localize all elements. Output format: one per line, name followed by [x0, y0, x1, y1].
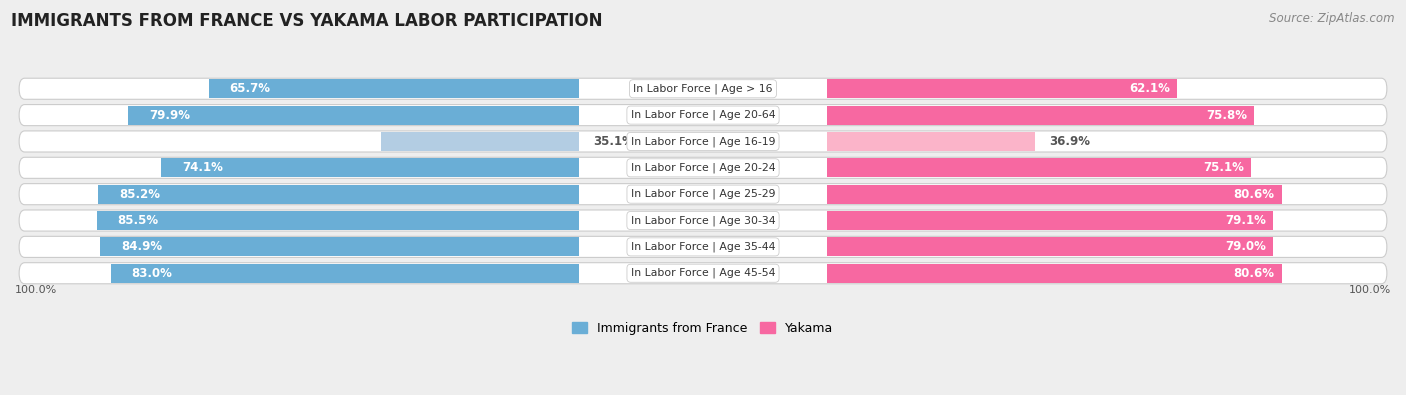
Bar: [827, 132, 1035, 151]
Bar: [100, 237, 579, 256]
Text: 100.0%: 100.0%: [15, 285, 58, 295]
Text: Source: ZipAtlas.com: Source: ZipAtlas.com: [1270, 12, 1395, 25]
Text: In Labor Force | Age > 16: In Labor Force | Age > 16: [633, 83, 773, 94]
Text: In Labor Force | Age 25-29: In Labor Force | Age 25-29: [631, 189, 775, 199]
Bar: [162, 158, 579, 177]
Text: 62.1%: 62.1%: [1129, 82, 1170, 95]
Bar: [827, 237, 1272, 256]
Bar: [381, 132, 579, 151]
Text: In Labor Force | Age 20-24: In Labor Force | Age 20-24: [631, 163, 775, 173]
Text: In Labor Force | Age 20-64: In Labor Force | Age 20-64: [631, 110, 775, 120]
Text: In Labor Force | Age 35-44: In Labor Force | Age 35-44: [631, 242, 775, 252]
FancyBboxPatch shape: [20, 78, 1386, 99]
Text: IMMIGRANTS FROM FRANCE VS YAKAMA LABOR PARTICIPATION: IMMIGRANTS FROM FRANCE VS YAKAMA LABOR P…: [11, 12, 603, 30]
Text: 75.8%: 75.8%: [1206, 109, 1247, 122]
FancyBboxPatch shape: [20, 131, 1386, 152]
Text: 75.1%: 75.1%: [1202, 161, 1244, 174]
Legend: Immigrants from France, Yakama: Immigrants from France, Yakama: [568, 317, 838, 340]
FancyBboxPatch shape: [20, 157, 1386, 179]
FancyBboxPatch shape: [20, 184, 1386, 205]
Bar: [827, 211, 1272, 230]
Bar: [827, 105, 1254, 124]
Bar: [827, 185, 1281, 204]
Bar: [128, 105, 579, 124]
Text: 79.0%: 79.0%: [1225, 241, 1265, 253]
Bar: [208, 79, 579, 98]
Text: 80.6%: 80.6%: [1233, 267, 1275, 280]
Bar: [97, 211, 579, 230]
Text: In Labor Force | Age 30-34: In Labor Force | Age 30-34: [631, 215, 775, 226]
Text: 83.0%: 83.0%: [132, 267, 173, 280]
Bar: [827, 79, 1177, 98]
Text: 85.2%: 85.2%: [120, 188, 160, 201]
FancyBboxPatch shape: [20, 236, 1386, 258]
Text: In Labor Force | Age 16-19: In Labor Force | Age 16-19: [631, 136, 775, 147]
Bar: [111, 264, 579, 283]
Text: In Labor Force | Age 45-54: In Labor Force | Age 45-54: [631, 268, 775, 278]
Text: 80.6%: 80.6%: [1233, 188, 1275, 201]
Text: 79.9%: 79.9%: [149, 109, 190, 122]
Text: 35.1%: 35.1%: [593, 135, 634, 148]
Text: 84.9%: 84.9%: [121, 241, 162, 253]
Text: 79.1%: 79.1%: [1226, 214, 1267, 227]
FancyBboxPatch shape: [20, 263, 1386, 284]
Text: 100.0%: 100.0%: [1348, 285, 1391, 295]
FancyBboxPatch shape: [20, 105, 1386, 126]
Text: 85.5%: 85.5%: [118, 214, 159, 227]
Bar: [827, 158, 1250, 177]
Text: 74.1%: 74.1%: [181, 161, 222, 174]
Bar: [98, 185, 579, 204]
FancyBboxPatch shape: [20, 210, 1386, 231]
Text: 36.9%: 36.9%: [1049, 135, 1090, 148]
Bar: [827, 264, 1281, 283]
Text: 65.7%: 65.7%: [229, 82, 270, 95]
